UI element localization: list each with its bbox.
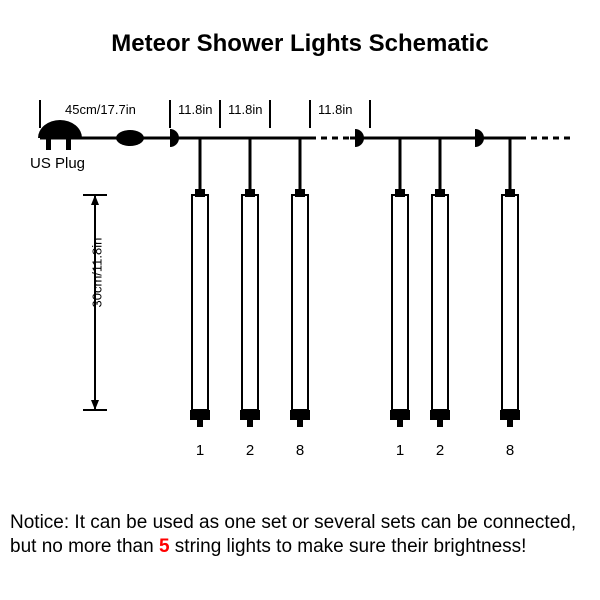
dimension-label: 11.8in — [228, 102, 262, 117]
tube-number: 8 — [500, 442, 520, 459]
tube-number: 1 — [190, 442, 210, 459]
page-title: Meteor Shower Lights Schematic — [0, 30, 600, 58]
tube-number: 2 — [240, 442, 260, 459]
dimension-label: 11.8in — [318, 102, 352, 117]
tube-length-label: 30cm/11.8in — [90, 238, 105, 308]
tube-number: 1 — [390, 442, 410, 459]
notice-text: Notice: It can be used as one set or sev… — [10, 511, 590, 560]
tube-number: 2 — [430, 442, 450, 459]
dimension-label: 11.8in — [178, 102, 212, 117]
dimension-label: 45cm/17.7in — [65, 102, 136, 117]
plug-label: US Plug — [30, 155, 85, 172]
tube-number: 8 — [290, 442, 310, 459]
notice-suffix: string lights to make sure their brightn… — [170, 536, 527, 557]
notice-highlight: 5 — [159, 536, 170, 557]
